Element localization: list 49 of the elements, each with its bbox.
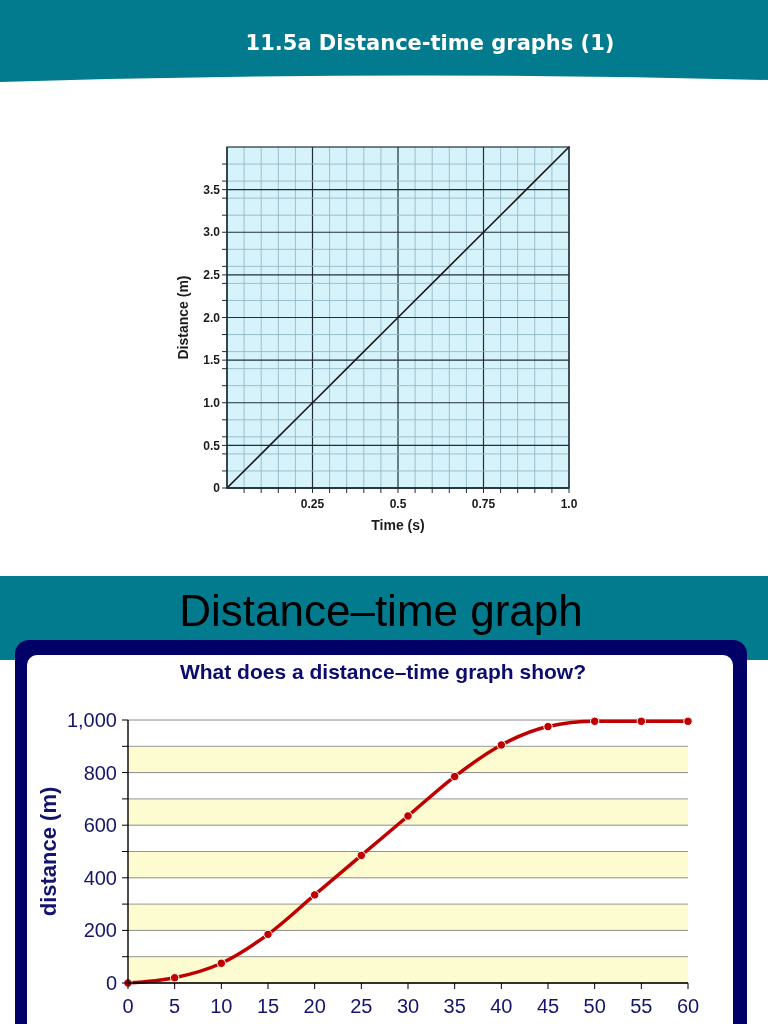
y-tick-label: 2.5 <box>203 268 221 283</box>
point <box>216 958 227 968</box>
chart-title: 11.5a Distance-time graphs (1) <box>245 31 615 55</box>
x-tick-label: 0.25 <box>300 497 325 511</box>
point <box>449 771 460 782</box>
y-tick-label: 3.0 <box>203 225 221 240</box>
point <box>403 811 413 821</box>
y-tick-label: 3.5 <box>203 182 221 197</box>
x-tick-label: 55 <box>630 995 653 1017</box>
point <box>309 890 320 900</box>
x-tick-label: 10 <box>210 995 233 1017</box>
y-tick-label: 1.0 <box>203 395 221 410</box>
point <box>263 929 273 940</box>
y-tick-label: 0.5 <box>203 438 221 453</box>
chart-subtitle: What does a distance–time graph show? <box>179 660 587 683</box>
x-tick-label: 15 <box>256 995 280 1017</box>
x-tick-label: 1.0 <box>560 497 578 511</box>
y-tick-label: 200 <box>83 919 117 942</box>
point <box>356 850 367 861</box>
x-tick-label: 0.5 <box>389 497 407 511</box>
chart-title: Distance–time graph <box>179 586 583 635</box>
point <box>683 716 693 727</box>
x-tick-label: 35 <box>443 995 466 1017</box>
y-axis-title: Distance (m) <box>175 275 191 360</box>
x-axis-title: Time (s) <box>371 517 425 533</box>
y-tick-label: 600 <box>83 814 117 837</box>
y-tick-label: 400 <box>83 866 117 889</box>
y-tick-label: 1.5 <box>203 353 221 368</box>
y-axis-title: distance (m) <box>36 786 61 917</box>
x-tick-label: 40 <box>490 995 513 1017</box>
x-tick-label: 50 <box>583 995 606 1017</box>
y-tick-label: 1,000 <box>66 709 117 731</box>
point <box>169 973 180 983</box>
x-tick-label: 45 <box>536 995 560 1017</box>
y-tick-label: 0 <box>105 972 117 994</box>
point <box>543 721 553 732</box>
x-tick-label: 30 <box>396 995 420 1017</box>
point <box>496 740 507 750</box>
x-tick-label: 0.75 <box>471 497 496 511</box>
y-tick-label: 0 <box>213 481 221 496</box>
y-tick-label: 800 <box>83 761 117 784</box>
x-tick-label: 0 <box>122 995 134 1017</box>
point <box>589 716 600 727</box>
y-tick-label: 2.0 <box>203 310 221 325</box>
x-tick-label: 60 <box>676 995 700 1017</box>
x-tick-label: 25 <box>350 995 373 1017</box>
x-tick-label: 20 <box>303 995 326 1017</box>
point <box>636 716 647 727</box>
x-tick-label: 5 <box>169 995 181 1017</box>
